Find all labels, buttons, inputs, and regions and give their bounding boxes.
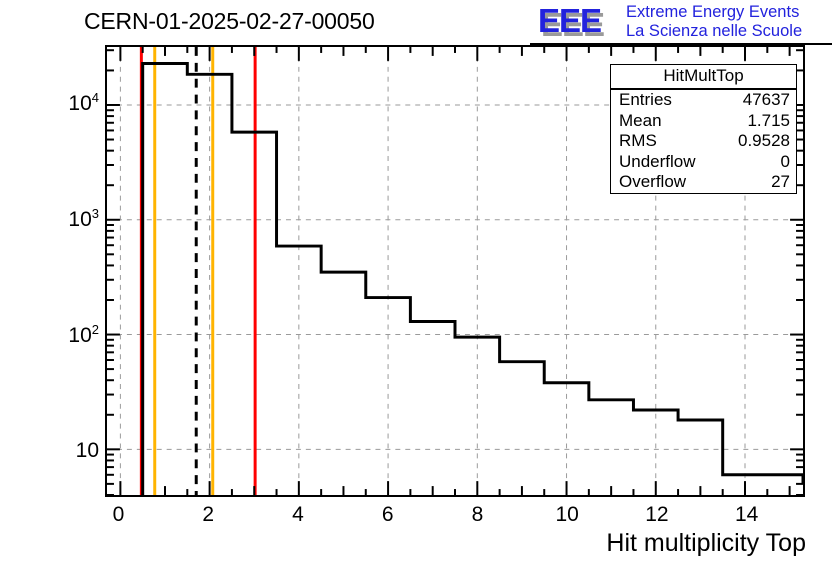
stats-rows: Entries 47637 Mean 1.715 RMS 0.9528 Underflow 0… <box>611 90 796 193</box>
stats-row: Overflow 27 <box>611 172 796 193</box>
eee-logo: EEE Extreme Energy Events La Scienza nel… <box>530 2 832 45</box>
y-axis-tick-label: 104 <box>68 90 99 116</box>
stats-row-key: Entries <box>619 90 672 109</box>
eee-logo-line2: La Scienza nelle Scuole <box>626 22 803 40</box>
stats-row: Mean 1.715 <box>611 111 796 132</box>
y-axis-tick-label: 103 <box>68 206 99 232</box>
stats-row-key: RMS <box>619 131 657 150</box>
eee-logo-letters: EEE <box>538 2 602 39</box>
stats-row-key: Overflow <box>619 172 687 191</box>
stats-row-value: 27 <box>771 172 790 191</box>
page-title: CERN-01-2025-02-27-00050 <box>84 8 375 34</box>
x-axis-tick-label: 10 <box>555 503 579 526</box>
stats-row: Entries 47637 <box>611 90 796 111</box>
eee-logo-rule <box>530 43 832 45</box>
stats-row-value: 47637 <box>742 90 790 109</box>
stats-row-value: 0 <box>780 151 790 171</box>
stats-row: RMS 0.9528 <box>611 131 796 152</box>
eee-logo-text: Extreme Energy Events La Scienza nelle S… <box>626 3 802 41</box>
stats-box-title: HitMultTop <box>611 65 796 90</box>
y-axis-tick-label: 10 <box>75 438 99 462</box>
x-axis-tick-label: 14 <box>734 503 759 526</box>
x-axis-tick-label: 8 <box>471 503 484 526</box>
stats-row-value: 0.9528 <box>738 131 790 150</box>
x-axis-title: Hit multiplicity Top <box>606 529 806 557</box>
stats-row-key: Underflow <box>619 151 696 171</box>
stats-row-value: 1.715 <box>747 110 790 130</box>
x-axis-tick-label: 0 <box>112 503 125 526</box>
eee-logo-line1: Extreme Energy Events <box>626 3 800 21</box>
x-axis-tick-label: 2 <box>202 503 215 526</box>
x-axis-tick-label: 12 <box>645 503 669 526</box>
stats-row-key: Mean <box>619 110 662 130</box>
x-axis-tick-label: 4 <box>292 503 304 526</box>
stats-row: Underflow 0 <box>611 152 796 173</box>
x-axis-tick-label: 6 <box>381 503 394 526</box>
stats-box: HitMultTop Entries 47637 Mean 1.715 RMS 0.952… <box>610 64 797 194</box>
y-axis-tick-label: 102 <box>68 322 99 348</box>
